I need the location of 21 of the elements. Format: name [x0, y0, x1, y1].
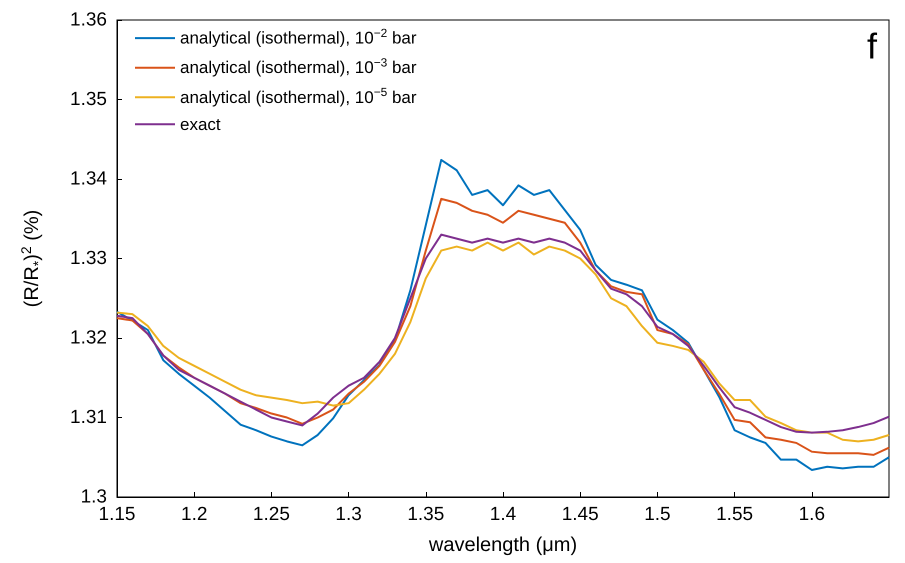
y-tick-label: 1.35: [70, 89, 107, 110]
y-tick-label: 1.34: [70, 168, 108, 190]
x-tick-label: 1.25: [252, 504, 290, 525]
x-tick-label: 1.55: [716, 504, 754, 525]
line-series: [116, 158, 890, 471]
y-tick-label: 1.31: [70, 407, 107, 428]
x-tick-label: 1.3: [335, 504, 362, 525]
x-axis-title: wavelength (μm): [428, 534, 578, 556]
y-tick-label: 1.32: [70, 328, 107, 348]
annotation: f: [867, 26, 878, 66]
y-tick-label: 1.36: [70, 10, 107, 30]
x-tick-label: 1.35: [407, 504, 444, 525]
x-tick-label: 1.4: [490, 504, 517, 525]
legend-label: exact: [180, 114, 221, 134]
y-axis-title: (R/R*)2 (%): [18, 210, 46, 308]
x-tick-label: 1.45: [562, 504, 599, 525]
x-tick-label: 1.5: [644, 504, 671, 525]
line-series: [116, 198, 890, 456]
y-tick-label: 1.33: [70, 248, 107, 269]
x-tick-label: 1.6: [798, 504, 826, 525]
x-tick-label: 1.2: [180, 504, 208, 525]
